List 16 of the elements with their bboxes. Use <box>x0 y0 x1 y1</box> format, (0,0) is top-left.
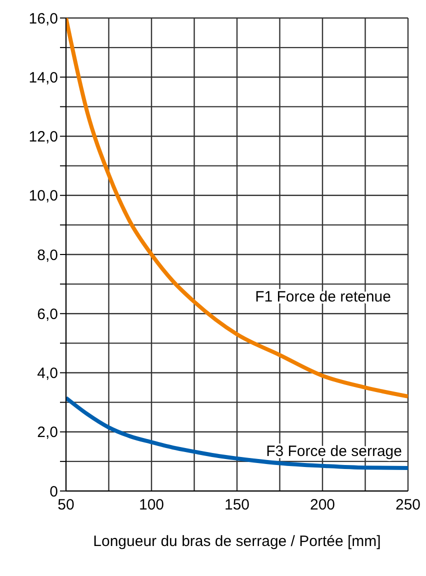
x-tick-label: 200 <box>310 496 336 514</box>
y-tick-label: 2,0 <box>37 424 58 442</box>
x-tick-label: 100 <box>138 496 164 514</box>
y-tick-label: 4,0 <box>37 365 58 382</box>
x-tick-label: 50 <box>58 496 74 514</box>
y-tick-label: 14,0 <box>28 69 58 86</box>
y-tick-label: 16,0 <box>28 10 58 28</box>
line-series <box>66 396 408 470</box>
y-tick-label: 0 <box>50 483 58 500</box>
x-axis-title: Longueur du bras de serrage / Portée [mm] <box>93 533 381 550</box>
x-tick-label: 150 <box>224 496 250 514</box>
y-tick-label: 12,0 <box>28 128 58 146</box>
x-tick-label: 250 <box>395 496 421 514</box>
y-tick-label: 8,0 <box>37 246 58 264</box>
y-tick-label: 10,0 <box>28 188 58 205</box>
y-tick-label: 6,0 <box>37 306 58 323</box>
